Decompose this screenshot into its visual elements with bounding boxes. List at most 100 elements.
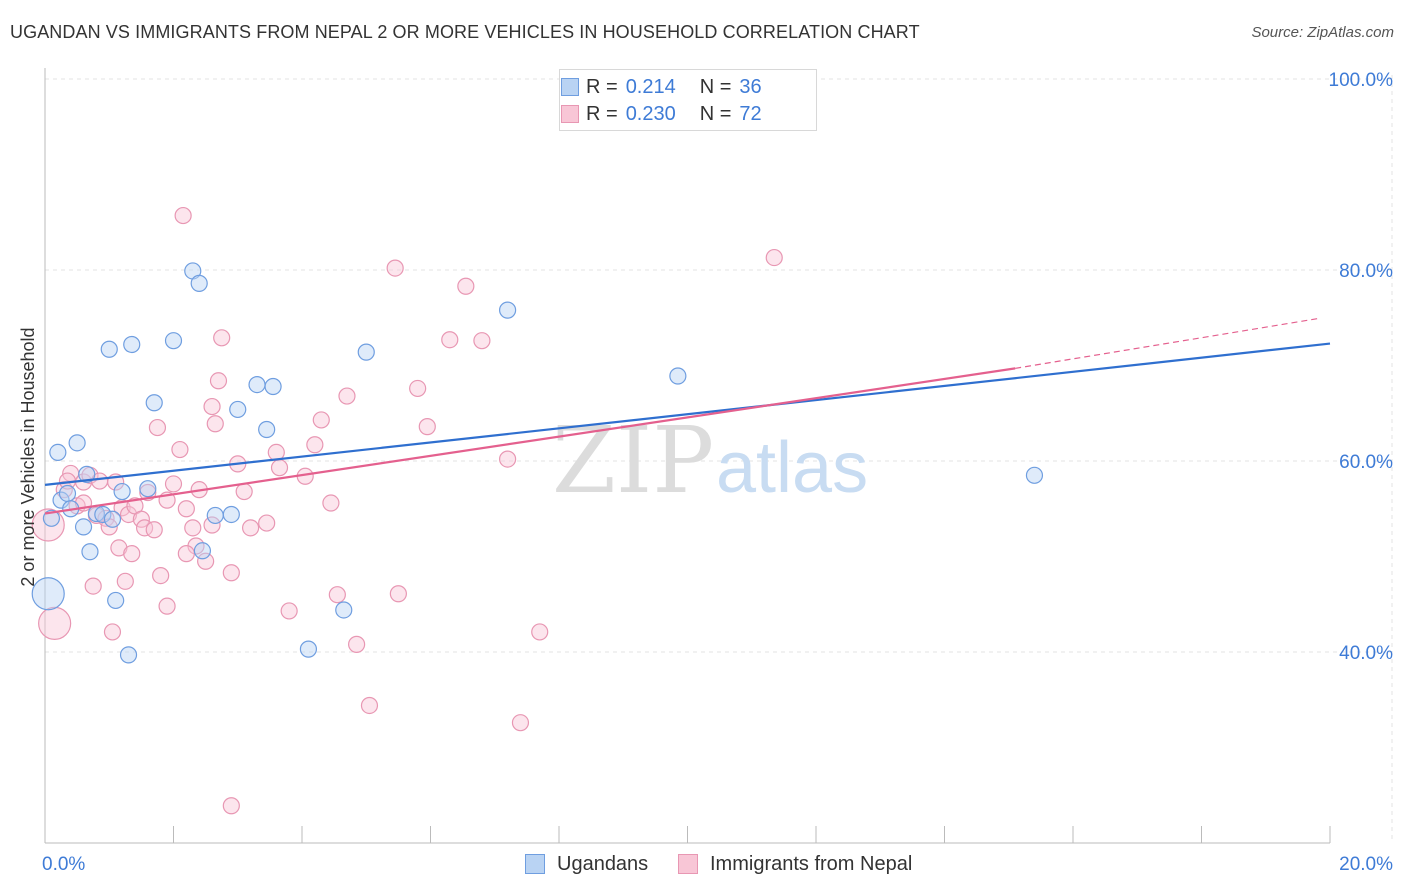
data-point: [322, 494, 340, 512]
ugandans-legend-swatch: [525, 854, 545, 874]
data-point: [258, 514, 276, 532]
data-point: [222, 564, 240, 582]
legend-n-value: 36: [739, 75, 762, 98]
data-point: [203, 516, 221, 534]
data-point: [235, 482, 253, 501]
legend-r-label: R =: [586, 102, 618, 125]
series-immigrants-from-nepal: [31, 206, 783, 815]
legend-row-nepal: R = 0.230 N = 72: [561, 102, 762, 126]
legend-row-ugandans: R = 0.214 N = 36: [561, 75, 762, 99]
data-point: [357, 343, 375, 361]
data-point: [360, 696, 379, 715]
trend-lines: [44, 318, 1331, 515]
data-point: [206, 415, 224, 433]
data-point: [119, 646, 138, 664]
data-point: [49, 443, 67, 462]
data-point: [1025, 466, 1044, 484]
data-point: [389, 585, 407, 603]
data-point: [81, 543, 99, 561]
data-point: [145, 521, 163, 539]
data-point: [107, 591, 125, 610]
data-point: [145, 394, 163, 412]
data-point: [299, 640, 318, 658]
x-tick-label: 20.0%: [1339, 854, 1393, 875]
y-tick-label: 100.0%: [1329, 70, 1394, 91]
data-point: [148, 418, 167, 437]
data-point: [270, 459, 289, 477]
data-point: [74, 518, 93, 536]
data-point: [765, 248, 783, 267]
data-point: [38, 606, 72, 640]
data-point: [457, 277, 475, 295]
nepal-swatch: [561, 105, 579, 123]
data-point: [280, 602, 298, 620]
data-point: [152, 566, 170, 585]
data-point: [441, 331, 459, 349]
data-point: [103, 510, 122, 528]
legend-r-label: R =: [586, 75, 618, 98]
data-point: [499, 301, 517, 319]
source-label: Source: ZipAtlas.com: [1251, 24, 1394, 41]
nepal-legend-label: Immigrants from Nepal: [710, 852, 913, 875]
data-point: [164, 475, 183, 493]
data-point: [158, 597, 176, 615]
data-point: [338, 387, 356, 405]
data-point: [213, 329, 231, 347]
data-point: [113, 482, 131, 501]
data-point: [335, 601, 353, 619]
data-point: [229, 400, 247, 419]
x-tick-label: 0.0%: [42, 854, 85, 875]
data-point: [123, 545, 141, 563]
data-point: [531, 623, 549, 641]
ugandans-swatch: [561, 78, 579, 96]
data-point: [203, 397, 221, 416]
legend-n-label: N =: [699, 75, 732, 98]
data-point: [78, 465, 96, 483]
data-point: [123, 335, 141, 354]
y-axis-label: 2 or more Vehicles in Household: [18, 327, 38, 586]
data-point: [100, 340, 118, 358]
data-point: [94, 505, 112, 524]
data-point: [52, 491, 70, 509]
data-point: [139, 480, 157, 498]
nepal-trend-line: [44, 367, 1016, 515]
data-point: [473, 332, 491, 350]
ugandans-legend-label: Ugandans: [557, 852, 649, 875]
data-point: [119, 505, 138, 524]
tick-labels: 40.0% 60.0% 80.0% 100.0% 0.0% 20.0% 2 or more …: [18, 70, 1393, 875]
data-point: [190, 274, 208, 292]
bottom-legend-nepal: Immigrants from Nepal: [678, 852, 912, 876]
data-point: [499, 450, 517, 468]
ugandans-trend-line: [44, 342, 1331, 486]
series-ugandans: [31, 262, 1044, 664]
data-point: [248, 376, 266, 394]
data-point: [84, 577, 102, 595]
data-point: [42, 509, 61, 527]
data-point: [116, 572, 134, 590]
y-tick-label: 80.0%: [1339, 261, 1393, 282]
watermark: ZIP atlas: [552, 407, 868, 514]
legend-n-value: 72: [739, 102, 762, 125]
nepal-trend-line-extrapolated: [1015, 318, 1318, 369]
watermark-atlas: atlas: [716, 428, 868, 508]
data-point: [164, 332, 183, 350]
data-point: [418, 418, 436, 436]
data-point: [58, 484, 77, 503]
data-point: [258, 420, 276, 439]
data-point: [409, 379, 427, 398]
data-point: [193, 542, 212, 560]
data-point: [348, 635, 366, 653]
data-point: [306, 436, 324, 454]
chart-title: UGANDAN VS IMMIGRANTS FROM NEPAL 2 OR MO…: [10, 22, 920, 42]
data-point: [328, 586, 346, 604]
data-point: [669, 367, 687, 385]
y-tick-label: 60.0%: [1339, 452, 1393, 473]
legend-r-value: 0.214: [625, 75, 676, 98]
data-point: [197, 552, 215, 570]
data-point: [386, 259, 404, 277]
y-tick-label: 40.0%: [1339, 643, 1393, 664]
axes: [44, 68, 1331, 844]
data-point: [222, 797, 240, 815]
data-point: [242, 519, 260, 537]
correlation-legend: R = 0.214 N = 36 R = 0.230 N = 72: [559, 69, 817, 131]
